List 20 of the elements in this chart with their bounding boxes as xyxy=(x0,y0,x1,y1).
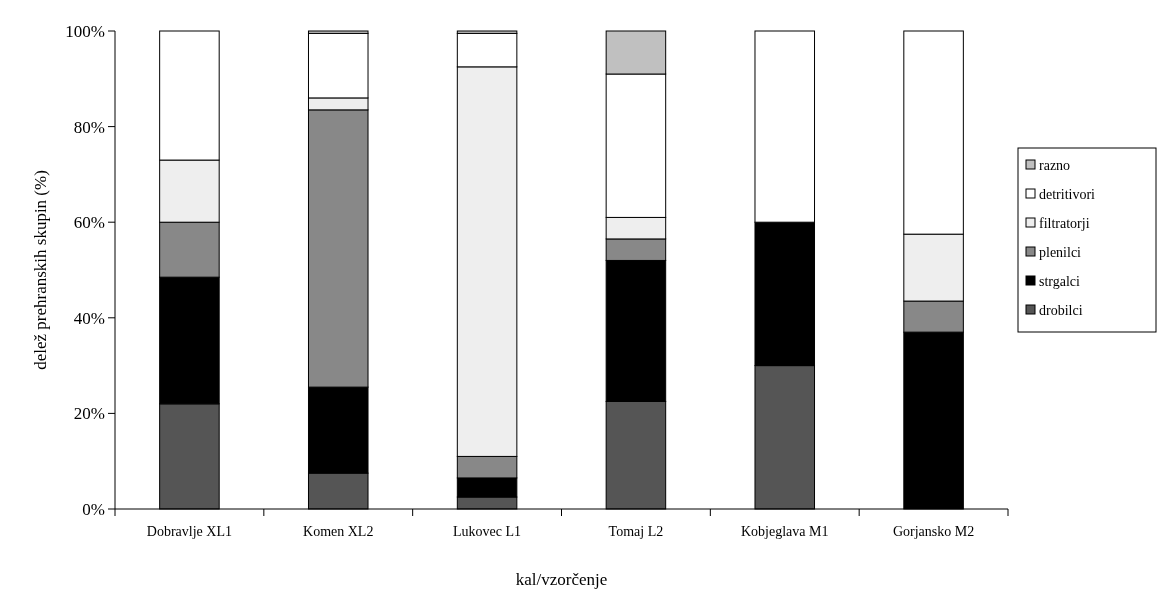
legend-label: razno xyxy=(1039,157,1071,173)
x-tick-label: Tomaj L2 xyxy=(608,524,664,539)
y-tick-label: 20% xyxy=(73,404,105,424)
x-axis-title: kal/vzorčenje xyxy=(515,570,608,589)
legend-label: detritivori xyxy=(1039,186,1096,202)
x-tick-label: Komen XL2 xyxy=(303,524,374,539)
x-tick-label: Kobjeglava M1 xyxy=(741,524,829,539)
y-tick-label: 0% xyxy=(82,499,105,519)
y-tick-label: 80% xyxy=(73,117,105,137)
x-tick-label: Gorjansko M2 xyxy=(892,524,975,539)
legend-label: strgalci xyxy=(1039,273,1081,289)
x-tick-label: Dobravlje XL1 xyxy=(146,524,232,539)
legend-label: filtratorji xyxy=(1039,215,1090,231)
legend-label: plenilci xyxy=(1039,244,1082,260)
y-tick-label: 100% xyxy=(65,21,105,41)
y-axis-title: delež prehranskih skupin (%) xyxy=(31,170,50,370)
legend-label: drobilci xyxy=(1039,302,1083,318)
y-tick-label: 40% xyxy=(73,308,105,328)
y-tick-label: 60% xyxy=(73,213,105,233)
x-tick-label: Lukovec L1 xyxy=(453,524,522,539)
